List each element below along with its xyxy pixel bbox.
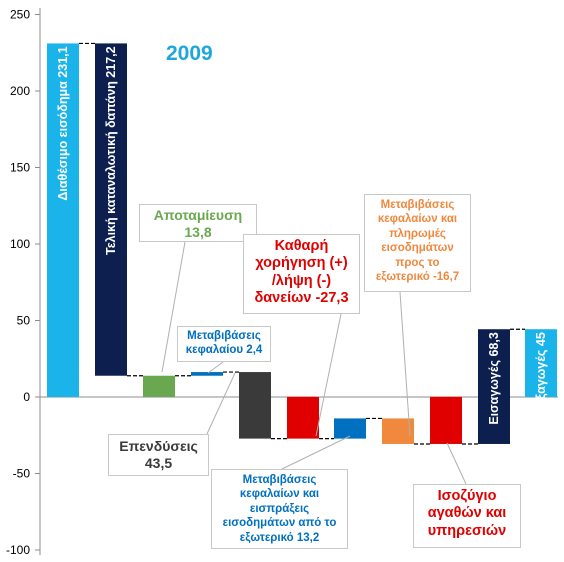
callout-receipts-abroad: Μεταβιβάσεις κεφαλαίων και εισπράξεις ει… xyxy=(211,469,348,549)
bar-label-1: Διαθέσιμο εισόδημα 231,1 xyxy=(56,46,70,200)
bar-7 xyxy=(334,418,366,439)
y-tick-label: 250 xyxy=(10,8,30,22)
bar-label-2: Τελική καταναλωτική δαπάνη 217,2 xyxy=(104,46,118,255)
y-tick-label: 150 xyxy=(10,161,30,175)
callout-leader-lines xyxy=(161,241,467,485)
y-tick-label: -50 xyxy=(13,467,31,481)
leader-line xyxy=(161,241,186,373)
y-tick-label: 200 xyxy=(10,84,30,98)
callout-payments-line5: προς το xyxy=(395,256,440,269)
callout-receipts-line3: εισπράξεις xyxy=(249,502,310,515)
leader-line xyxy=(446,442,467,485)
callout-investment: Επενδύσεις 43,5 xyxy=(108,434,209,476)
bar-4 xyxy=(191,372,223,376)
callout-payments-line1: Μεταβιβάσεις xyxy=(380,199,455,211)
y-tick-label: 50 xyxy=(17,314,31,328)
chart-title: 2009 xyxy=(166,42,213,65)
callout-net-lending-line2: χορήγηση (+) xyxy=(255,255,348,272)
bar-11 xyxy=(525,329,557,397)
callout-net-lending-line3: /λήψη (-) xyxy=(271,272,332,289)
leader-line xyxy=(399,291,411,437)
callout-trade-line2: αγαθών και xyxy=(427,505,507,522)
callout-receipts-line1: Μεταβιβάσεις xyxy=(242,474,317,486)
connectors xyxy=(79,42,525,445)
callout-receipts-line2: κεφαλαίων και xyxy=(239,488,320,501)
bars xyxy=(47,43,557,444)
callout-trade-line3: υπηρεσιών xyxy=(427,522,507,539)
callout-payments-abroad: Μεταβιβάσεις κεφαλαίων και πληρωμές εισο… xyxy=(364,194,471,292)
callout-payments-line2: κεφαλαίων και xyxy=(377,213,458,226)
callout-trade-balance: Ισοζύγιο αγαθών και υπηρεσιών xyxy=(413,484,521,548)
callout-net-lending: Καθαρή χορήγηση (+) /λήψη (-) δανείων -2… xyxy=(243,234,360,314)
callout-investment-title: Επενδύσεις xyxy=(119,438,198,454)
callout-net-lending-line4: δανείων -27,3 xyxy=(254,290,349,307)
leader-line xyxy=(206,372,236,435)
bar-labels: Διαθέσιμο εισόδημα 231,1 Τελική καταναλωτ… xyxy=(56,46,548,424)
bar-label-11: Εξαγωγές 45 xyxy=(534,332,548,407)
leader-line xyxy=(207,361,224,374)
callout-savings-value: 13,8 xyxy=(184,224,212,241)
bar-9 xyxy=(430,396,462,444)
callout-net-lending-line1: Καθαρή xyxy=(274,238,329,254)
leader-line xyxy=(281,435,351,470)
callout-savings: Αποταμίευση 13,8 xyxy=(139,204,257,242)
callout-capital-transfers-title: Μεταβιβάσεις xyxy=(187,330,261,342)
callout-payments-line6: εξωτερικό -16,7 xyxy=(375,270,460,283)
bar-label-10: Εισαγωγές 68,3 xyxy=(487,332,501,424)
y-tick-label: 0 xyxy=(23,390,30,404)
bar-6 xyxy=(287,396,319,439)
callout-capital-transfers: Μεταβιβάσεις κεφαλαίου 2,4 xyxy=(177,326,271,362)
callout-capital-transfers-value: κεφαλαίου 2,4 xyxy=(185,344,263,357)
callout-trade-line1: Ισοζύγιο xyxy=(437,488,497,504)
bar-2 xyxy=(95,43,127,376)
bar-5 xyxy=(239,372,271,439)
callout-receipts-line5: εξωτερικό 13,2 xyxy=(239,531,320,544)
callout-payments-line4: εισοδημάτων xyxy=(381,242,454,255)
callout-savings-title: Αποταμίευση xyxy=(153,207,243,223)
bar-3 xyxy=(143,375,175,397)
y-tick-label: -100 xyxy=(6,543,30,557)
callout-payments-line3: πληρωμές xyxy=(389,227,446,240)
callout-investment-value: 43,5 xyxy=(144,455,173,472)
y-tick-label: 100 xyxy=(10,237,30,251)
y-axis: -100 -50 0 50 100 150 200 250 xyxy=(6,8,558,557)
leader-line xyxy=(315,313,342,437)
callout-receipts-line4: εισοδημάτων από το xyxy=(222,517,337,530)
bar-1 xyxy=(47,43,79,398)
bar-10 xyxy=(478,329,510,444)
